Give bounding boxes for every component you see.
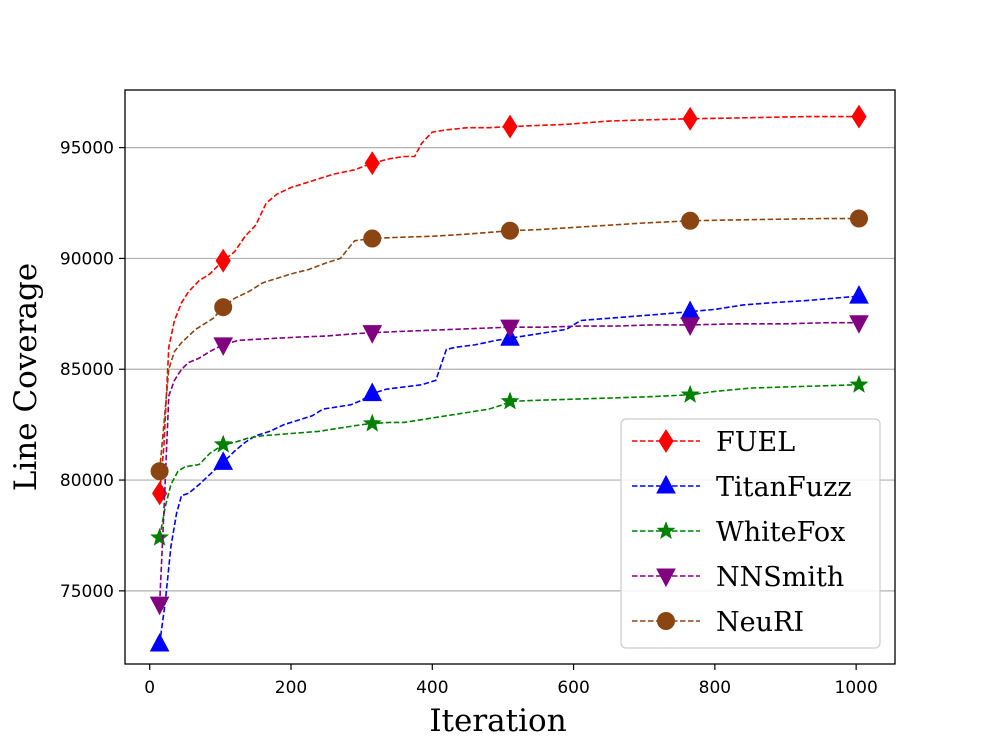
data-point-whitefox-1004 [849,374,869,393]
legend-label-fuel: FUEL [716,427,795,458]
axis-ticks: 75000 80000 85000 90000 95000 0 200 400 600 800 10… [60,139,878,698]
x-tick-label-1000: 1000 [835,678,878,698]
y-axis-title: Line Coverage [8,263,44,491]
data-point-neuri-14 [150,462,169,481]
data-point-neuri-765 [681,211,700,230]
data-point-neuri-510 [501,221,519,240]
legend-marker-whitefox [656,521,676,540]
data-point-fuel-1004 [851,104,867,129]
series-fuel [152,104,867,506]
legend-entry-fuel: FUEL [632,427,795,458]
legend-marker-fuel [658,429,674,453]
data-point-fuel-765 [682,106,698,131]
data-point-nnsmith-104 [213,337,234,356]
data-point-whitefox-315 [362,413,382,432]
y-tick-label-95000: 95000 [60,139,114,159]
data-point-nnsmith-765 [680,317,700,336]
legend-entry-titanfuzz: TitanFuzz [632,472,852,503]
legend-label-whitefox: WhiteFox [716,517,845,548]
data-point-fuel-104 [215,248,231,273]
plot-area-frame [124,89,896,665]
data-point-titanfuzz-104 [213,451,234,470]
y-tick-label-85000: 85000 [60,360,114,380]
series-nnsmith [149,315,869,616]
x-tick-label-400: 400 [416,678,448,698]
data-point-neuri-315 [363,229,382,248]
legend-marker-titanfuzz [656,474,676,494]
series-neuri [150,209,868,481]
data-point-nnsmith-14 [149,596,170,616]
legend-box [620,418,881,649]
legend-entry-nnsmith: NNSmith [632,562,844,593]
legend-label-titanfuzz: TitanFuzz [716,472,852,503]
data-point-nnsmith-510 [500,319,520,339]
data-point-titanfuzz-14 [149,632,170,652]
y-tick-label-75000: 75000 [60,582,114,602]
data-point-whitefox-14 [150,527,170,546]
series-lines [149,104,869,652]
x-axis-title: Iteration [429,703,566,739]
data-point-nnsmith-315 [362,325,383,344]
data-point-fuel-315 [364,151,380,176]
legend: FUEL TitanFuzz WhiteFox NNSmith NeuRI [620,418,881,649]
legend-label-neuri: NeuRI [716,607,804,638]
y-tick-label-90000: 90000 [60,249,114,269]
data-point-fuel-510 [502,114,518,139]
x-tick-label-600: 600 [557,678,589,698]
series-line-whitefox [158,383,859,538]
series-line-titanfuzz [158,295,860,645]
series-line-nnsmith [158,321,859,605]
data-point-whitefox-104 [213,434,233,453]
legend-label-nnsmith: NNSmith [716,562,844,593]
data-point-titanfuzz-1004 [849,285,869,304]
y-tick-label-80000: 80000 [60,471,114,491]
data-point-nnsmith-1004 [849,315,869,334]
legend-marker-nnsmith [656,568,676,588]
data-point-titanfuzz-315 [362,382,383,402]
x-tick-label-800: 800 [699,678,731,698]
x-tick-label-0: 0 [144,678,155,698]
data-point-whitefox-510 [500,391,520,410]
legend-marker-neuri [657,612,675,630]
series-titanfuzz [149,285,869,652]
data-point-fuel-14 [152,481,168,506]
data-point-neuri-1004 [849,209,868,228]
data-point-whitefox-765 [680,384,700,403]
data-point-titanfuzz-765 [680,300,700,320]
series-line-neuri [158,217,859,472]
data-point-neuri-104 [214,298,233,317]
legend-entry-neuri: NeuRI [632,607,804,638]
x-tick-label-200: 200 [275,678,307,698]
legend-entry-whitefox: WhiteFox [632,517,845,548]
series-line-fuel [158,115,859,494]
series-whitefox [150,374,869,546]
